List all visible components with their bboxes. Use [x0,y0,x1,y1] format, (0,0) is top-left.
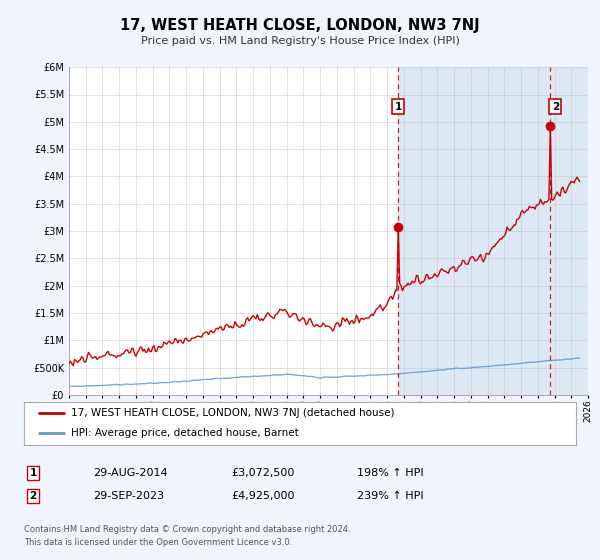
Text: 29-SEP-2023: 29-SEP-2023 [93,491,164,501]
Text: £4,925,000: £4,925,000 [231,491,295,501]
Text: 2: 2 [29,491,37,501]
Text: 198% ↑ HPI: 198% ↑ HPI [357,468,424,478]
Text: 1: 1 [29,468,37,478]
Text: HPI: Average price, detached house, Barnet: HPI: Average price, detached house, Barn… [71,428,299,438]
Text: 1: 1 [395,101,402,111]
Text: 29-AUG-2014: 29-AUG-2014 [93,468,167,478]
Text: 17, WEST HEATH CLOSE, LONDON, NW3 7NJ: 17, WEST HEATH CLOSE, LONDON, NW3 7NJ [120,18,480,32]
Text: Contains HM Land Registry data © Crown copyright and database right 2024.: Contains HM Land Registry data © Crown c… [24,525,350,534]
Text: Price paid vs. HM Land Registry's House Price Index (HPI): Price paid vs. HM Land Registry's House … [140,36,460,46]
Bar [398,67,600,395]
Text: 239% ↑ HPI: 239% ↑ HPI [357,491,424,501]
Text: 17, WEST HEATH CLOSE, LONDON, NW3 7NJ (detached house): 17, WEST HEATH CLOSE, LONDON, NW3 7NJ (d… [71,408,394,418]
Text: £3,072,500: £3,072,500 [231,468,295,478]
Text: 2: 2 [552,101,559,111]
Text: This data is licensed under the Open Government Licence v3.0.: This data is licensed under the Open Gov… [24,538,292,547]
